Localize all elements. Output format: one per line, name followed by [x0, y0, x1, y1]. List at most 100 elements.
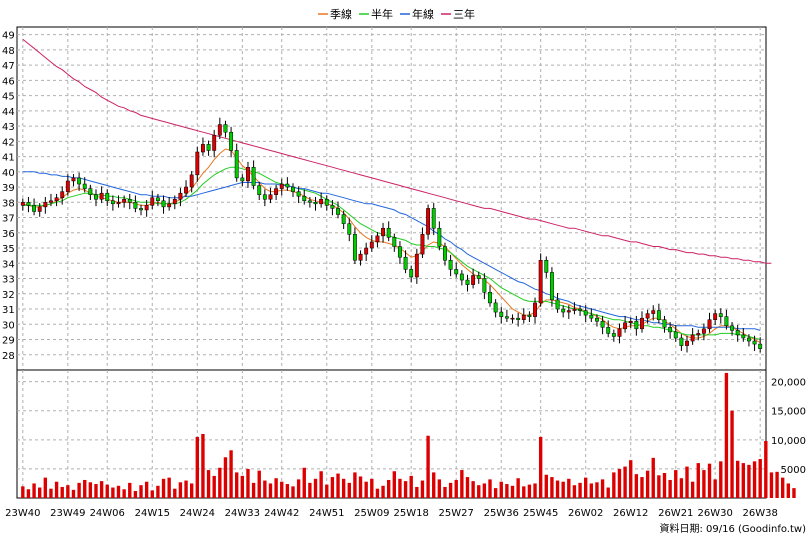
candle-103 [600, 315, 605, 335]
candle-44 [268, 187, 273, 204]
candle-body-30 [189, 174, 194, 188]
candle-body-76 [448, 259, 453, 270]
candle-body-31 [195, 151, 200, 176]
candle-body-14 [99, 192, 104, 200]
volume-bar-130 [752, 461, 757, 498]
x-label-24W24: 24W24 [180, 508, 215, 519]
volume-bar-34 [212, 475, 216, 498]
volume-bar-99 [578, 482, 582, 498]
volume-bar-16 [111, 487, 115, 498]
candle-body-125 [724, 316, 729, 327]
candle-64 [381, 222, 385, 243]
candle-body-47 [285, 183, 290, 188]
volume-bar-17 [116, 485, 121, 498]
candle-body-21 [139, 208, 143, 211]
candle-body-87 [510, 317, 515, 320]
candle-70 [414, 248, 419, 284]
three-year-ma-line [22, 38, 772, 264]
candle-86 [504, 309, 509, 322]
candle-body-69 [409, 269, 414, 278]
volume-bar-118 [685, 466, 689, 498]
candle-body-17 [116, 202, 121, 205]
candle-4 [43, 196, 48, 214]
volume-bar-71 [420, 480, 425, 498]
volume-bar-121 [702, 470, 706, 498]
candle-89 [521, 308, 526, 324]
volume-bar-40 [246, 468, 250, 498]
volume-bar-82 [482, 483, 487, 498]
candle-body-93 [544, 259, 549, 273]
volume-bar-27 [173, 488, 177, 498]
candle-body-94 [549, 272, 554, 301]
price-tick-38: 38 [2, 198, 15, 209]
volume-bar-84 [493, 488, 498, 498]
volume-bar-61 [364, 481, 368, 498]
candle-6 [54, 193, 59, 207]
price-tick-37: 37 [2, 214, 15, 225]
candle-35 [217, 117, 222, 140]
volume-bar-10 [77, 482, 81, 498]
candle-body-32 [200, 144, 205, 153]
candle-81 [476, 271, 481, 284]
candle-body-128 [741, 334, 746, 339]
candle-39 [240, 174, 245, 187]
candle-42 [257, 181, 262, 201]
candle-body-66 [392, 237, 397, 247]
volume-bar-111 [645, 470, 650, 498]
candle-87 [510, 314, 515, 324]
candle-body-109 [634, 320, 639, 330]
candle-46 [279, 178, 284, 196]
volume-bar-103 [600, 479, 605, 498]
candle-115 [668, 321, 673, 339]
volume-bar-137 [792, 488, 796, 498]
x-label-26W02: 26W02 [568, 508, 603, 519]
volume-bar-112 [651, 457, 655, 498]
volume-bar-80 [471, 481, 475, 498]
volume-bar-7 [60, 486, 64, 498]
candle-body-24 [155, 197, 160, 202]
candle-36 [223, 120, 228, 138]
candle-1 [26, 196, 31, 213]
volume-bar-38 [235, 472, 239, 498]
candle-93 [544, 256, 549, 278]
candle-58 [347, 218, 352, 242]
candle-119 [690, 328, 695, 345]
candle-body-3 [37, 206, 42, 212]
candle-69 [409, 265, 414, 283]
volume-bar-5 [49, 488, 53, 498]
candle-body-127 [735, 330, 740, 336]
candle-76 [448, 254, 453, 277]
x-label-23W49: 23W49 [50, 508, 85, 519]
candle-body-72 [426, 208, 431, 235]
candle-17 [116, 195, 121, 208]
candle-body-22 [144, 205, 149, 211]
candle-10 [77, 172, 82, 191]
candle-body-45 [274, 188, 279, 195]
volume-bar-39 [240, 475, 245, 498]
volume-bar-76 [448, 482, 453, 498]
candle-body-131 [758, 343, 763, 349]
candle-body-26 [167, 203, 172, 208]
x-label-24W06: 24W06 [90, 508, 125, 519]
volume-bar-78 [460, 470, 464, 498]
candle-body-52 [313, 202, 318, 205]
candle-body-110 [640, 317, 644, 330]
candle-body-15 [105, 192, 110, 202]
legend-label-3: 三年 [453, 7, 475, 21]
candle-body-108 [628, 320, 633, 323]
volume-bar-74 [437, 479, 442, 498]
volume-bar-15 [105, 484, 109, 498]
candle-131 [758, 337, 763, 353]
candle-body-29 [184, 186, 188, 194]
year-ma-line [22, 171, 761, 331]
candle-body-111 [645, 313, 650, 319]
price-tick-35: 35 [2, 244, 15, 255]
candle-body-60 [358, 253, 363, 261]
volume-bar-11 [83, 479, 87, 498]
candle-27 [172, 195, 177, 210]
candle-9 [71, 174, 76, 187]
candle-75 [443, 242, 447, 266]
volume-bar-102 [595, 482, 599, 498]
volume-bar-49 [296, 479, 301, 498]
candle-body-35 [217, 124, 222, 136]
